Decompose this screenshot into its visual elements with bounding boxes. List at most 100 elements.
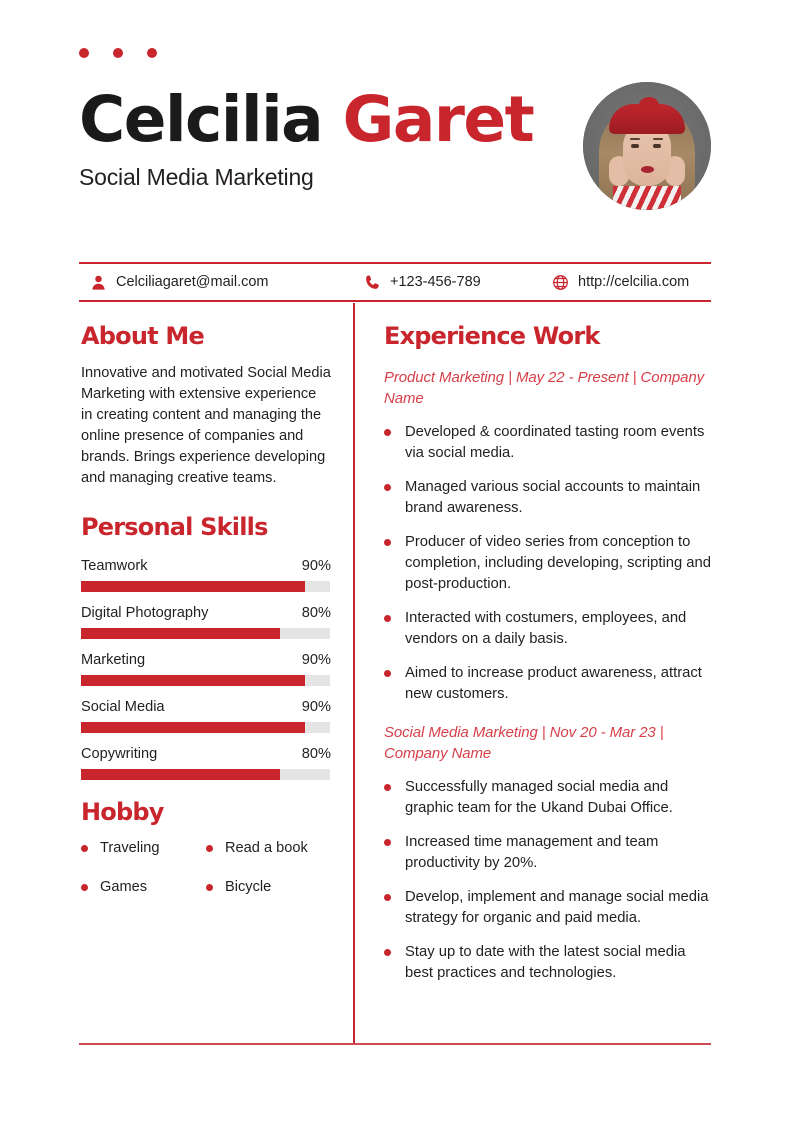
job-bullet: Producer of video series from conception… — [384, 532, 714, 595]
skill-percent: 80% — [301, 605, 331, 621]
job-entry: Social Media Marketing | Nov 20 - Mar 23… — [384, 722, 714, 984]
job-bullet-list: Developed & coordinated tasting room eve… — [384, 422, 714, 705]
hobby-label: Games — [100, 879, 148, 895]
avatar-eye-right — [653, 144, 661, 148]
hobby-heading: Hobby — [81, 798, 164, 826]
bullet-icon — [384, 784, 391, 791]
skill-label: Social Media — [81, 699, 165, 715]
skill-percent: 80% — [301, 746, 331, 762]
experience-heading: Experience Work — [384, 322, 600, 350]
contact-website-text: http://celcilia.com — [578, 274, 690, 290]
skills-list: Teamwork 90% Digital Photography 80% Marketi… — [81, 558, 331, 780]
job-bullet-text: Managed various social accounts to maint… — [405, 479, 701, 516]
bullet-icon — [81, 844, 88, 852]
job-bullet-text: Interacted with costumers, employees, an… — [405, 610, 687, 647]
hobby-label: Read a book — [225, 840, 308, 856]
dot-1 — [79, 48, 89, 58]
job-bullet-text: Aimed to increase product awareness, att… — [405, 665, 702, 702]
skill-header: Teamwork 90% — [81, 558, 331, 574]
bullet-icon — [206, 844, 213, 852]
skill-item: Social Media 90% — [81, 699, 331, 733]
bullet-icon — [384, 429, 391, 436]
contact-bar: Celciliagaret@mail.com +123-456-789 http… — [79, 262, 711, 302]
skill-percent: 90% — [301, 652, 331, 668]
skill-progress-fill — [81, 675, 306, 686]
skill-label: Teamwork — [81, 558, 148, 574]
avatar-headband — [609, 97, 685, 134]
job-bullet: Stay up to date with the latest social m… — [384, 942, 714, 984]
skill-header: Marketing 90% — [81, 652, 331, 668]
job-bullet: Increased time management and team produ… — [384, 832, 714, 874]
job-role: Social Media Marketing — [79, 164, 314, 190]
hobby-item: Read a book — [206, 840, 331, 856]
hobby-item: Games — [81, 879, 206, 895]
job-bullet-text: Producer of video series from conception… — [405, 534, 711, 592]
bullet-icon — [384, 670, 391, 677]
left-column: About Me Innovative and motivated Social… — [81, 322, 331, 895]
bullet-icon — [206, 883, 213, 891]
job-bullet-list: Successfully managed social media and gr… — [384, 777, 714, 984]
first-name: Celcilia — [79, 83, 324, 156]
dot-2 — [113, 48, 123, 58]
decorative-dots — [79, 48, 157, 58]
job-bullet: Aimed to increase product awareness, att… — [384, 663, 714, 705]
job-title: Social Media Marketing | Nov 20 - Mar 23… — [384, 724, 664, 762]
contact-phone-text: +123-456-789 — [390, 274, 481, 290]
avatar — [583, 82, 711, 210]
right-column: Experience Work Product Marketing | May … — [384, 322, 714, 997]
hobby-item: Traveling — [81, 840, 206, 856]
contact-website[interactable]: http://celcilia.com — [537, 274, 689, 291]
column-divider — [353, 303, 355, 1045]
hobby-list: Traveling Read a book Games Bicycle — [81, 840, 331, 895]
bullet-icon — [384, 484, 391, 491]
avatar-eye-left — [631, 144, 639, 148]
avatar-clothing — [613, 186, 681, 210]
bullet-icon — [384, 539, 391, 546]
skill-item: Digital Photography 80% — [81, 605, 331, 639]
contact-email[interactable]: Celciliagaret@mail.com — [79, 274, 337, 291]
bottom-rule — [79, 1043, 711, 1045]
bullet-icon — [384, 839, 391, 846]
bullet-icon — [81, 883, 88, 891]
avatar-lips — [641, 166, 654, 173]
about-heading: About Me — [81, 322, 205, 350]
skill-header: Copywriting 80% — [81, 746, 331, 762]
skill-progress-fill — [81, 722, 306, 733]
skill-label: Marketing — [81, 652, 146, 668]
job-bullet: Successfully managed social media and gr… — [384, 777, 714, 819]
job-bullet: Developed & coordinated tasting room eve… — [384, 422, 714, 464]
skill-progress-fill — [81, 628, 281, 639]
contact-email-text: Celciliagaret@mail.com — [116, 274, 269, 290]
bullet-icon — [384, 949, 391, 956]
person-icon — [92, 275, 105, 290]
page-title: Celcilia Garet — [79, 88, 719, 152]
bullet-icon — [384, 615, 391, 622]
skill-progress-fill — [81, 769, 281, 780]
job-bullet: Managed various social accounts to maint… — [384, 477, 714, 519]
job-bullet-text: Developed & coordinated tasting room eve… — [405, 424, 705, 461]
contact-phone[interactable]: +123-456-789 — [337, 274, 537, 291]
skill-label: Copywriting — [81, 746, 158, 762]
avatar-brow-left — [630, 138, 640, 140]
skill-progress-fill — [81, 581, 306, 592]
phone-icon — [366, 275, 379, 289]
avatar-brow-right — [653, 138, 663, 140]
job-entry: Product Marketing | May 22 - Present | C… — [384, 367, 714, 705]
skill-header: Social Media 90% — [81, 699, 331, 715]
job-bullet: Develop, implement and manage social med… — [384, 887, 714, 929]
about-text: Innovative and motivated Social Media Ma… — [81, 365, 331, 486]
header: Celcilia Garet Social Media Marketing — [79, 82, 719, 213]
skill-progress-track — [81, 628, 330, 639]
skill-item: Marketing 90% — [81, 652, 331, 686]
skill-percent: 90% — [301, 699, 331, 715]
job-bullet: Interacted with costumers, employees, an… — [384, 608, 714, 650]
job-bullet-text: Develop, implement and manage social med… — [405, 889, 709, 926]
skill-item: Copywriting 80% — [81, 746, 331, 780]
skills-heading: Personal Skills — [81, 513, 268, 541]
last-name: Garet — [342, 83, 535, 156]
job-title: Product Marketing | May 22 - Present | C… — [384, 369, 704, 407]
job-bullet-text: Increased time management and team produ… — [405, 834, 659, 871]
dot-3 — [147, 48, 157, 58]
job-bullet-text: Stay up to date with the latest social m… — [405, 944, 686, 981]
